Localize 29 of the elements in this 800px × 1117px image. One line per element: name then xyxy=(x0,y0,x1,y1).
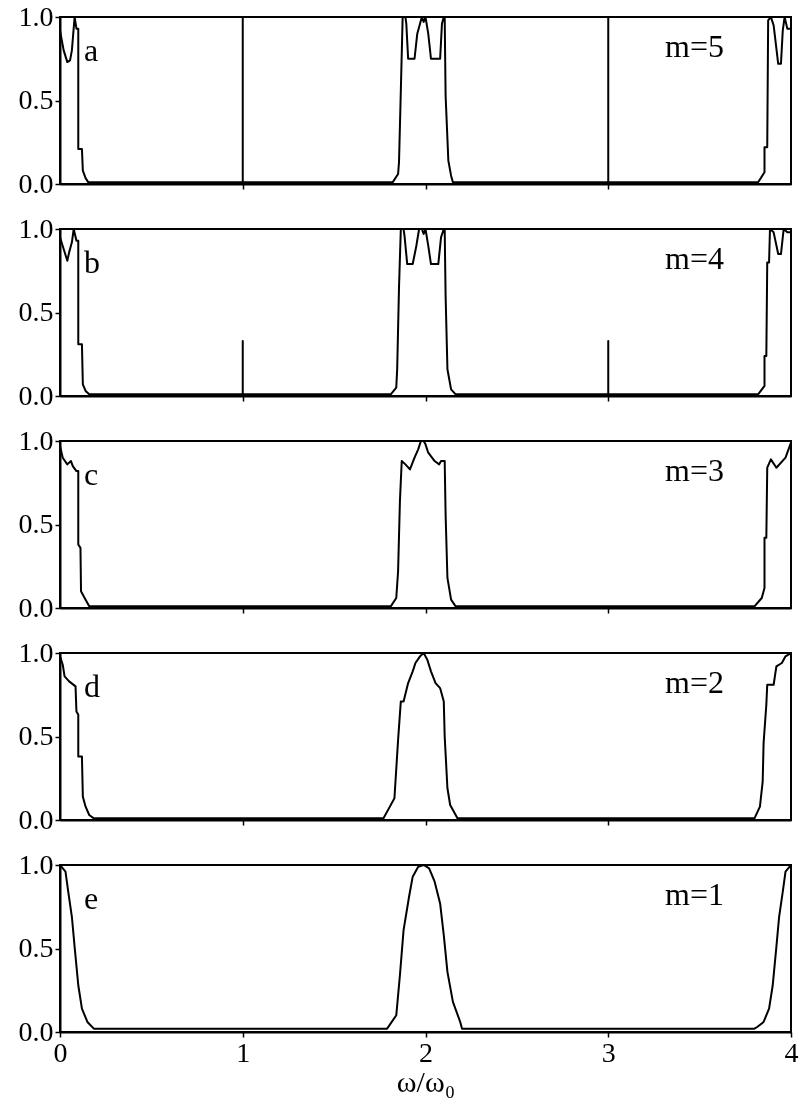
x-tick-label: 3 xyxy=(601,1036,616,1068)
annotation: d xyxy=(84,668,100,704)
y-tick-label: 1.0 xyxy=(18,424,54,456)
y-tick-label: 0.0 xyxy=(18,591,54,623)
annotation: b xyxy=(84,244,100,280)
annotation: e xyxy=(84,880,99,916)
x-tick-label: 4 xyxy=(784,1036,799,1068)
y-tick-label: 0.5 xyxy=(18,508,54,539)
x-tick-label: 0 xyxy=(53,1036,68,1068)
annotation: m=5 xyxy=(665,28,724,64)
y-tick-label: 1.0 xyxy=(18,848,54,880)
y-tick-label: 1.0 xyxy=(18,0,54,32)
annotation: c xyxy=(84,456,99,492)
annotation: m=4 xyxy=(665,240,724,276)
y-tick-label: 0.0 xyxy=(18,379,54,411)
annotation: a xyxy=(84,32,99,68)
y-tick-label: 1.0 xyxy=(18,212,54,244)
annotation: m=3 xyxy=(665,452,724,488)
y-tick-label: 0.5 xyxy=(18,932,54,963)
y-tick-label: 0.5 xyxy=(18,720,54,751)
y-tick-label: 0.5 xyxy=(18,296,54,327)
y-tick-label: 0.0 xyxy=(18,803,54,835)
y-tick-label: 1.0 xyxy=(18,636,54,668)
annotation: m=2 xyxy=(665,664,724,700)
y-tick-label: 0.0 xyxy=(18,1015,54,1047)
y-tick-label: 0.0 xyxy=(18,167,54,199)
annotation: m=1 xyxy=(665,876,724,912)
y-tick-label: 0.5 xyxy=(18,84,54,115)
x-tick-label: 1 xyxy=(236,1036,251,1068)
